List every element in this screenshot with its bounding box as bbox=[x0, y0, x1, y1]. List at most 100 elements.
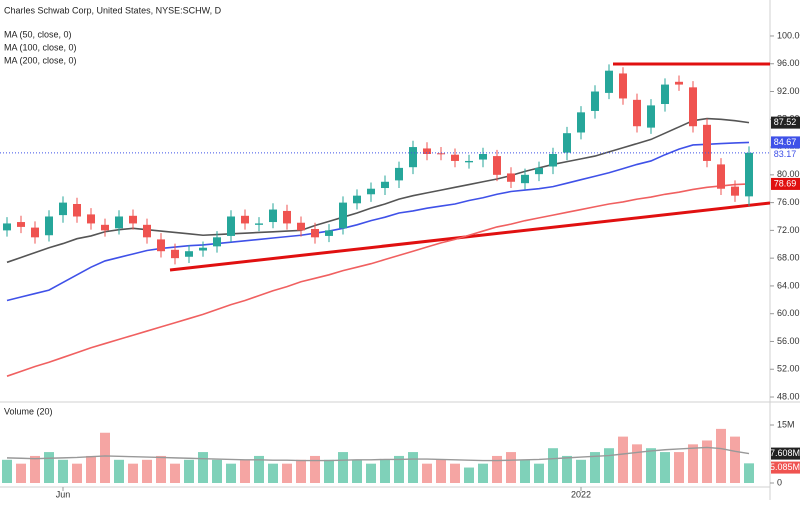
y-tick-label: 56.00 bbox=[777, 336, 800, 346]
candle-body bbox=[633, 99, 641, 127]
candle-body bbox=[269, 209, 277, 223]
volume-bar bbox=[310, 455, 320, 483]
candle-body bbox=[255, 223, 263, 225]
volume-bar bbox=[562, 455, 572, 483]
volume-bar bbox=[142, 459, 152, 483]
y-tick-label: 92.00 bbox=[777, 86, 800, 96]
volume-bar bbox=[212, 459, 222, 483]
volume-bar bbox=[338, 452, 348, 483]
moving-average bbox=[6, 183, 750, 377]
candle-body bbox=[241, 215, 249, 224]
volume-bar bbox=[198, 452, 208, 483]
volume-value-label-box bbox=[771, 461, 800, 474]
volume-bar bbox=[44, 452, 54, 483]
candle-body bbox=[367, 188, 375, 195]
volume-ma bbox=[6, 446, 750, 462]
volume-bar bbox=[576, 459, 586, 483]
y-tick-label: 68.00 bbox=[777, 253, 800, 263]
ma-value-label: 78.69 bbox=[774, 178, 797, 188]
candle-body bbox=[409, 147, 417, 168]
y-tick-label: 80.00 bbox=[777, 169, 800, 179]
candle-body bbox=[325, 230, 333, 236]
candle-body bbox=[745, 152, 753, 197]
candle-body bbox=[493, 156, 501, 175]
candle-body bbox=[353, 195, 361, 204]
candle-body bbox=[661, 84, 669, 105]
ma-value-label: 87.52 bbox=[774, 117, 797, 127]
ma-value-label-box bbox=[771, 136, 800, 149]
candle-body bbox=[577, 112, 585, 133]
y-tick-label: 72.00 bbox=[777, 225, 800, 235]
candle-body bbox=[731, 186, 739, 196]
volume-bar bbox=[590, 452, 600, 483]
candle-body bbox=[297, 222, 305, 231]
volume-bar bbox=[408, 452, 418, 483]
candle-body bbox=[143, 224, 151, 238]
candle-body bbox=[213, 237, 221, 247]
candle-body bbox=[381, 181, 389, 189]
volume-ma-label: 7.608M bbox=[770, 448, 800, 458]
volume-bar bbox=[618, 436, 628, 483]
volume-bar bbox=[534, 463, 544, 483]
candle-body bbox=[311, 228, 319, 238]
volume-bar bbox=[436, 459, 446, 483]
candle-body bbox=[59, 202, 67, 216]
candle-body bbox=[283, 210, 291, 224]
candle-body bbox=[507, 173, 515, 182]
y-tick-label: 96.00 bbox=[777, 58, 800, 68]
volume-value-label: 5.085M bbox=[770, 462, 800, 472]
candle-body bbox=[73, 203, 81, 217]
y-tick-label: 0 bbox=[777, 477, 782, 487]
y-tick-label: 48.00 bbox=[777, 391, 800, 401]
candle-body bbox=[605, 70, 613, 93]
volume-bar bbox=[660, 452, 670, 483]
candle-body bbox=[479, 154, 487, 160]
candle-body bbox=[437, 153, 445, 155]
last-price-label: 83.17 bbox=[774, 149, 797, 159]
candle-body bbox=[101, 224, 109, 231]
volume-bar bbox=[702, 440, 712, 483]
candle-body bbox=[157, 239, 165, 252]
volume-bar bbox=[170, 463, 180, 483]
volume-bar bbox=[2, 459, 12, 483]
y-tick-label: 76.00 bbox=[777, 197, 800, 207]
candle-body bbox=[87, 214, 95, 224]
volume-bar bbox=[632, 444, 642, 483]
volume-bar bbox=[366, 463, 376, 483]
volume-bar bbox=[352, 459, 362, 483]
candle-body bbox=[423, 148, 431, 155]
legend-entry: MA (200, close, 0) bbox=[4, 55, 77, 65]
volume-bar bbox=[30, 455, 40, 483]
volume-bar bbox=[282, 463, 292, 483]
volume-bar bbox=[646, 448, 656, 483]
candle-body bbox=[129, 215, 137, 224]
candle-body bbox=[647, 105, 655, 128]
volume-bar bbox=[506, 452, 516, 483]
x-tick-label: 2022 bbox=[571, 489, 591, 499]
candle-body bbox=[465, 160, 473, 163]
volume-bar bbox=[296, 459, 306, 483]
candle-body bbox=[185, 251, 193, 257]
candle-body bbox=[689, 87, 697, 127]
y-tick-label: 60.00 bbox=[777, 308, 800, 318]
x-tick-label: Jun bbox=[56, 489, 71, 499]
volume-bar bbox=[492, 455, 502, 483]
volume-bar bbox=[380, 459, 390, 483]
volume-bar bbox=[226, 463, 236, 483]
candle-body bbox=[115, 216, 123, 229]
volume-bar bbox=[72, 463, 82, 483]
volume-bar bbox=[674, 452, 684, 483]
volume-bar bbox=[422, 463, 432, 483]
moving-average bbox=[6, 141, 750, 302]
volume-bar bbox=[464, 467, 474, 483]
volume-bar bbox=[716, 428, 726, 483]
volume-bar bbox=[730, 436, 740, 483]
volume-bar bbox=[478, 463, 488, 483]
candle-body bbox=[227, 216, 235, 236]
candle-body bbox=[339, 202, 347, 229]
y-tick-label: 52.00 bbox=[777, 364, 800, 374]
ma-value-label: 84.67 bbox=[774, 137, 797, 147]
chart-title: Charles Schwab Corp, United States, NYSE… bbox=[4, 5, 222, 15]
volume-bar bbox=[324, 459, 334, 483]
